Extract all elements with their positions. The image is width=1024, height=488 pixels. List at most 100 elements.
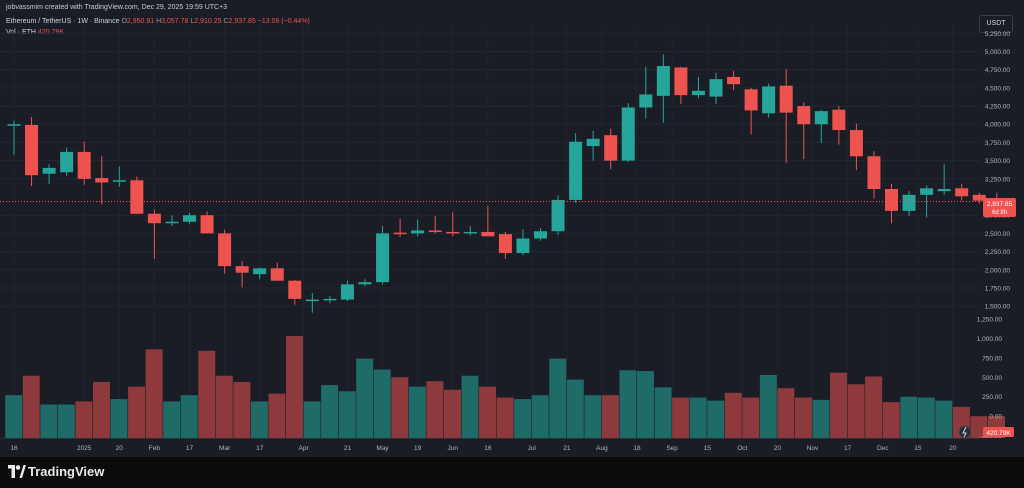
candle [955, 183, 969, 201]
currency-button[interactable]: USDT [979, 15, 1013, 33]
candle-body [218, 233, 232, 267]
price-tick-label: 4,250.00 [985, 104, 1011, 111]
volume-bar [233, 381, 251, 438]
symbol-label[interactable]: Ethereum / TetherUS · 1W · Binance [6, 18, 120, 25]
time-tick-label: 21 [563, 445, 571, 452]
candle [7, 120, 21, 155]
volume-bar [145, 349, 163, 438]
volume-bar [584, 395, 602, 438]
volume-bar [672, 397, 690, 438]
volume-tag: 420.79K [983, 427, 1014, 437]
volume-tag-box [983, 427, 1014, 437]
candle-body [639, 94, 653, 108]
time-tick-label: May [376, 445, 389, 452]
volume-bar [777, 388, 795, 438]
candle-body [147, 213, 161, 224]
candle-body [411, 230, 425, 234]
candle [270, 262, 284, 281]
candle-body [25, 124, 39, 176]
volume-bar [794, 397, 812, 438]
volume-bar [250, 401, 268, 438]
candle [656, 54, 670, 123]
candle [95, 156, 109, 205]
price-tick-label: 5,250.00 [985, 31, 1011, 38]
volume-bar [303, 401, 321, 438]
volume-bar [5, 395, 23, 438]
candle [253, 267, 267, 280]
price-tag-box [983, 198, 1016, 217]
volume-bar [601, 395, 619, 438]
candle-body [165, 221, 179, 224]
volume-bar [57, 404, 75, 438]
candle [885, 183, 898, 224]
candle [183, 213, 196, 224]
price-tick-label: 2,000.00 [985, 267, 1011, 274]
candle-body [534, 231, 547, 239]
volume-bar [759, 374, 777, 438]
candle [481, 205, 495, 237]
volume-bar [321, 385, 339, 438]
candle-body [656, 66, 670, 96]
volume-tick-label: 1,000.00 [977, 336, 1003, 343]
candle [130, 176, 144, 214]
volume-bar [426, 381, 444, 438]
candle-body [814, 111, 828, 125]
candle [569, 132, 583, 203]
time-tick-label: Oct [737, 445, 747, 452]
candle-body [376, 233, 390, 283]
volume-bar [198, 350, 216, 438]
price-tick-label: 5,000.00 [985, 49, 1011, 56]
tv-mark-icon[interactable] [958, 425, 972, 439]
volume-bar [724, 392, 742, 438]
time-tick-label: 19 [414, 445, 422, 452]
time-tick-label: Nov [807, 445, 819, 452]
candle [235, 261, 249, 288]
candle [551, 195, 565, 235]
high-value: 3,057.78 [161, 18, 189, 25]
price-chart[interactable]: 1,500.00 1,750.00 2,000.00 2,250.00 2,500.00… [0, 0, 1024, 457]
change-value: −13.06 (−0.44%) [257, 18, 310, 25]
candle-body [604, 135, 618, 161]
volume-bar [286, 336, 303, 438]
volume-bar [461, 375, 479, 438]
price-tick-label: 3,500.00 [985, 158, 1011, 165]
candle [340, 280, 354, 302]
volume-bar [92, 381, 110, 438]
volume-tag-value: 420.79K [986, 430, 1011, 437]
price-tick-label: 2,250.00 [985, 249, 1011, 256]
candle-body [288, 280, 302, 299]
price-tag-countdown: 6d 8h [992, 210, 1007, 216]
volume-bar [707, 400, 725, 438]
candle [727, 71, 741, 91]
candle-body [498, 234, 512, 254]
close-value: 2,937.85 [228, 18, 256, 25]
volume-bar [22, 375, 40, 438]
candle [779, 68, 793, 163]
candle [516, 229, 530, 256]
candle-body [183, 215, 196, 222]
candle [867, 151, 881, 199]
price-tick-label: 3,250.00 [985, 176, 1011, 183]
candle [428, 215, 442, 234]
price-tick-label: 4,500.00 [985, 85, 1011, 92]
candle [200, 211, 214, 234]
candle [463, 226, 477, 236]
candle-body [77, 151, 91, 179]
time-tick-label: Apr [299, 445, 310, 452]
volume-bar [637, 371, 654, 438]
tradingview-brand: TradingView [28, 464, 105, 479]
candle [165, 215, 179, 227]
candle [323, 295, 337, 304]
candle-body [779, 85, 793, 113]
candle-body [7, 124, 21, 126]
candle [744, 87, 758, 135]
candle-body [130, 180, 144, 214]
volume-label[interactable]: Vol · ETH [6, 29, 36, 36]
volume-bar [531, 395, 549, 438]
volume-bar [215, 375, 233, 438]
candle-body [885, 189, 898, 211]
candle [709, 72, 723, 104]
candle [604, 128, 618, 170]
time-tick-label: 2025 [77, 445, 92, 452]
price-tick-label: 3,750.00 [985, 140, 1011, 147]
